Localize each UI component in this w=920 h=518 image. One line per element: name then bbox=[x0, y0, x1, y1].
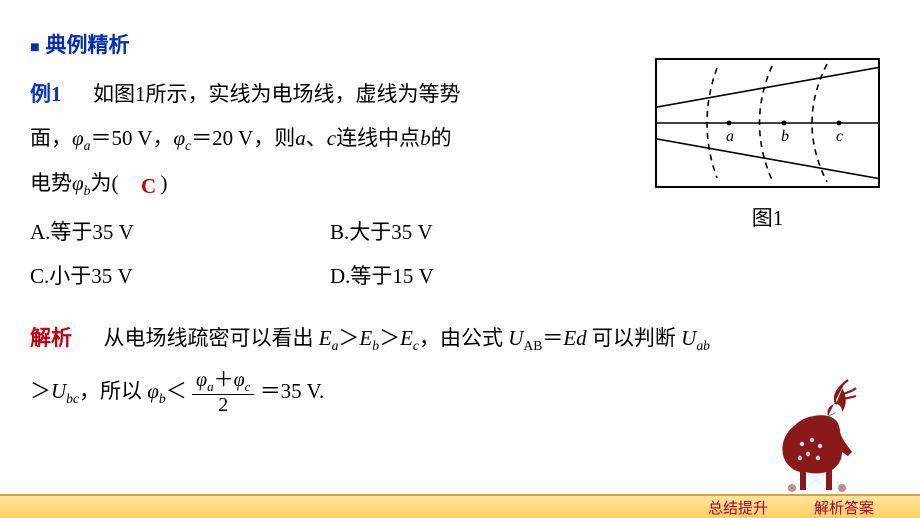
summary-link[interactable]: 总结提升 bbox=[708, 497, 768, 518]
deer-decoration bbox=[756, 374, 876, 494]
square-bullet: ■ bbox=[30, 39, 40, 56]
analysis-label: 解析 bbox=[30, 326, 72, 350]
option-a: A.等于35 V bbox=[30, 210, 330, 254]
figure-caption: 图1 bbox=[655, 202, 880, 232]
svg-text:c: c bbox=[836, 128, 843, 145]
section-title-text: 典例精析 bbox=[46, 34, 130, 57]
example-label: 例1 bbox=[30, 82, 62, 106]
problem-line1: 如图1所示，实线为电场线，虚线为等势 bbox=[93, 82, 461, 106]
svg-text:a: a bbox=[726, 128, 734, 145]
problem-text: 例1 如图1所示，实线为电场线，虚线为等势 面，φa＝50 V，φc＝20 V，… bbox=[30, 72, 610, 206]
option-c: C.小于35 V bbox=[30, 254, 330, 298]
figure-1: a b c 图1 bbox=[655, 58, 880, 232]
answer-link[interactable]: 解析答案 bbox=[814, 497, 874, 518]
svg-text:b: b bbox=[781, 128, 789, 145]
option-d: D.等于15 V bbox=[330, 254, 630, 298]
option-b: B.大于35 V bbox=[330, 210, 630, 254]
answer: C bbox=[141, 164, 156, 208]
figure-svg: a b c bbox=[657, 60, 880, 188]
bottom-bar: 总结提升 解析答案 bbox=[0, 494, 920, 518]
fraction: φa＋φc 2 bbox=[192, 370, 254, 416]
